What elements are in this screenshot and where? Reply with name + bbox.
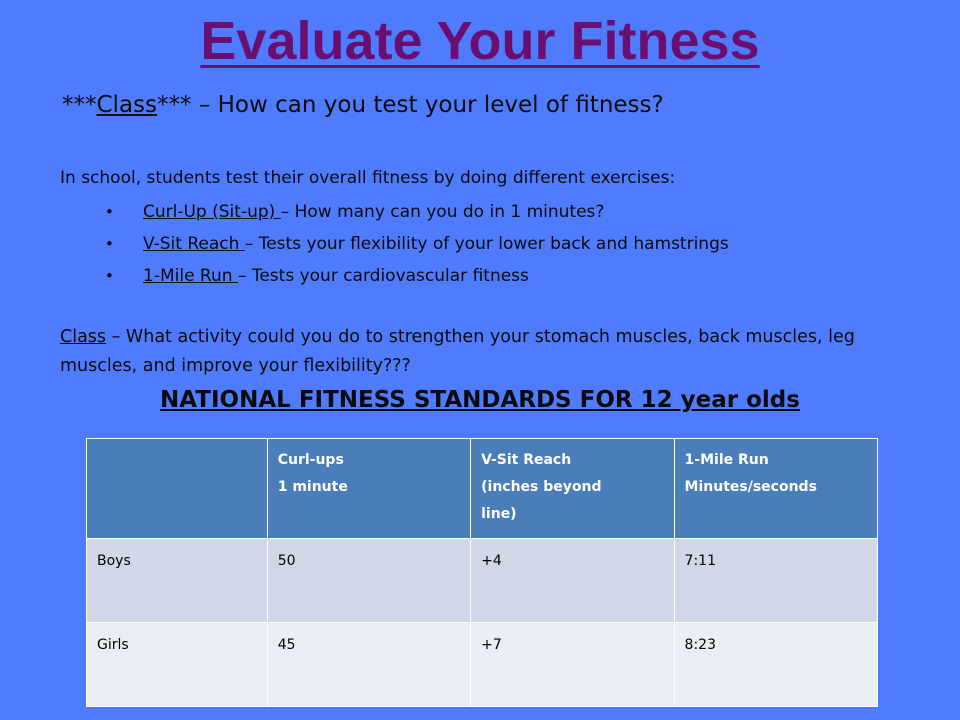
header-line: line): [481, 506, 517, 522]
header-line: Curl-ups: [277, 452, 344, 468]
table-heading: NATIONAL FITNESS STANDARDS FOR 12 year o…: [160, 387, 800, 413]
exercise-term: V-Sit Reach: [143, 234, 245, 254]
header-cell-empty: [86, 438, 268, 539]
question-class-label: Class: [96, 92, 158, 118]
header-line: 1 minute: [277, 479, 348, 495]
table-row: Boys 50 +4 7:11: [86, 538, 879, 623]
intro-text: In school, students test their overall f…: [60, 168, 676, 188]
header-cell-curl-ups: Curl-ups 1 minute: [266, 438, 472, 539]
exercise-desc: – Tests your flexibility of your lower b…: [244, 234, 729, 254]
list-item: • V-Sit Reach – Tests your flexibility of…: [105, 228, 925, 260]
exercise-term: Curl-Up (Sit-up): [143, 202, 281, 222]
exercise-desc: – Tests your cardiovascular fitness: [237, 266, 529, 286]
exercise-list: • Curl-Up (Sit-up) – How many can you do …: [105, 196, 925, 292]
row-label-cell: Girls: [86, 622, 268, 707]
list-item: • Curl-Up (Sit-up) – How many can you do …: [105, 196, 925, 228]
header-cell-mile-run: 1-Mile Run Minutes/seconds: [673, 438, 879, 539]
fitness-standards-table: Curl-ups 1 minute V-Sit Reach (inches be…: [86, 438, 879, 707]
header-line: V-Sit Reach: [481, 452, 572, 468]
class-label: Class: [60, 327, 107, 347]
question-text: – How can you test your level of fitness…: [191, 92, 664, 118]
class-activity-text: – What activity could you do to strength…: [60, 327, 855, 376]
curl-ups-cell: 50: [266, 538, 472, 623]
header-line: 1-Mile Run: [684, 452, 769, 468]
bullet-icon: •: [105, 203, 114, 221]
list-item: • 1-Mile Run – Tests your cardiovascular …: [105, 260, 925, 292]
mile-run-cell: 8:23: [673, 622, 879, 707]
header-line: (inches beyond: [481, 479, 602, 495]
v-sit-reach-cell: +4: [470, 538, 675, 623]
exercise-term: 1-Mile Run: [143, 266, 238, 286]
header-line: Minutes/seconds: [684, 479, 817, 495]
page-title: Evaluate Your Fitness: [200, 11, 760, 71]
mile-run-cell: 7:11: [673, 538, 879, 623]
question-suffix: ***: [157, 92, 192, 118]
v-sit-reach-cell: +7: [470, 622, 675, 707]
class-question-heading: ***Class*** – How can you test your leve…: [62, 88, 942, 122]
table-header-row: Curl-ups 1 minute V-Sit Reach (inches be…: [86, 438, 879, 539]
bullet-icon: •: [105, 235, 114, 253]
header-cell-v-sit-reach: V-Sit Reach (inches beyond line): [470, 438, 675, 539]
row-label-cell: Boys: [86, 538, 268, 623]
class-activity-question: Class – What activity could you do to st…: [60, 323, 910, 381]
exercise-desc: – How many can you do in 1 minutes?: [280, 202, 605, 222]
bullet-icon: •: [105, 267, 114, 285]
curl-ups-cell: 45: [266, 622, 472, 707]
table-row: Girls 45 +7 8:23: [86, 622, 879, 707]
question-prefix: ***: [62, 92, 97, 118]
